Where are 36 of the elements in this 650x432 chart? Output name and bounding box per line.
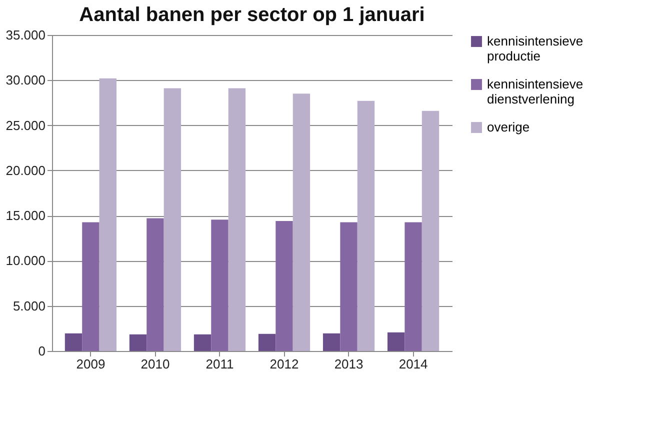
bar: [276, 220, 293, 351]
bar: [211, 220, 228, 351]
y-tick-label: 20.000: [6, 162, 46, 178]
bar: [194, 334, 212, 351]
y-tick-label: 35.000: [6, 28, 46, 42]
bar: [82, 222, 100, 351]
x-tick-label: 2009: [76, 356, 106, 372]
legend-label: kennisintensieve dienstverlening: [487, 76, 584, 106]
chart-title: Aantal banen per sector op 1 januari: [79, 4, 425, 26]
x-tick-label: 2011: [206, 356, 234, 372]
bar: [387, 332, 405, 351]
legend-label: kennisintensieve productie: [487, 34, 584, 64]
bar: [129, 334, 147, 351]
bar: [258, 334, 276, 351]
bar: [422, 110, 440, 351]
bar: [357, 100, 375, 351]
y-tick-label: 30.000: [6, 72, 46, 88]
y-tick-label: 10.000: [6, 253, 46, 268]
x-tick-label: 2014: [398, 356, 428, 372]
bar: [228, 88, 246, 351]
y-tick-label: 5.000: [12, 298, 46, 314]
bar: [340, 222, 358, 351]
y-tick-label: 15.000: [6, 208, 46, 224]
bar: [64, 333, 82, 351]
legend-label: overige: [487, 120, 530, 134]
x-tick-label: 2013: [334, 356, 364, 372]
y-tick-label: 25.000: [6, 118, 46, 133]
bar: [164, 88, 182, 351]
bar: [404, 222, 422, 351]
x-tick-label: 2010: [140, 356, 170, 372]
bar: [292, 94, 310, 351]
x-tick-label: 2012: [270, 356, 299, 372]
bar: [146, 218, 164, 351]
bar: [99, 78, 117, 351]
y-tick-label: 0: [38, 344, 46, 358]
bar: [322, 333, 340, 351]
